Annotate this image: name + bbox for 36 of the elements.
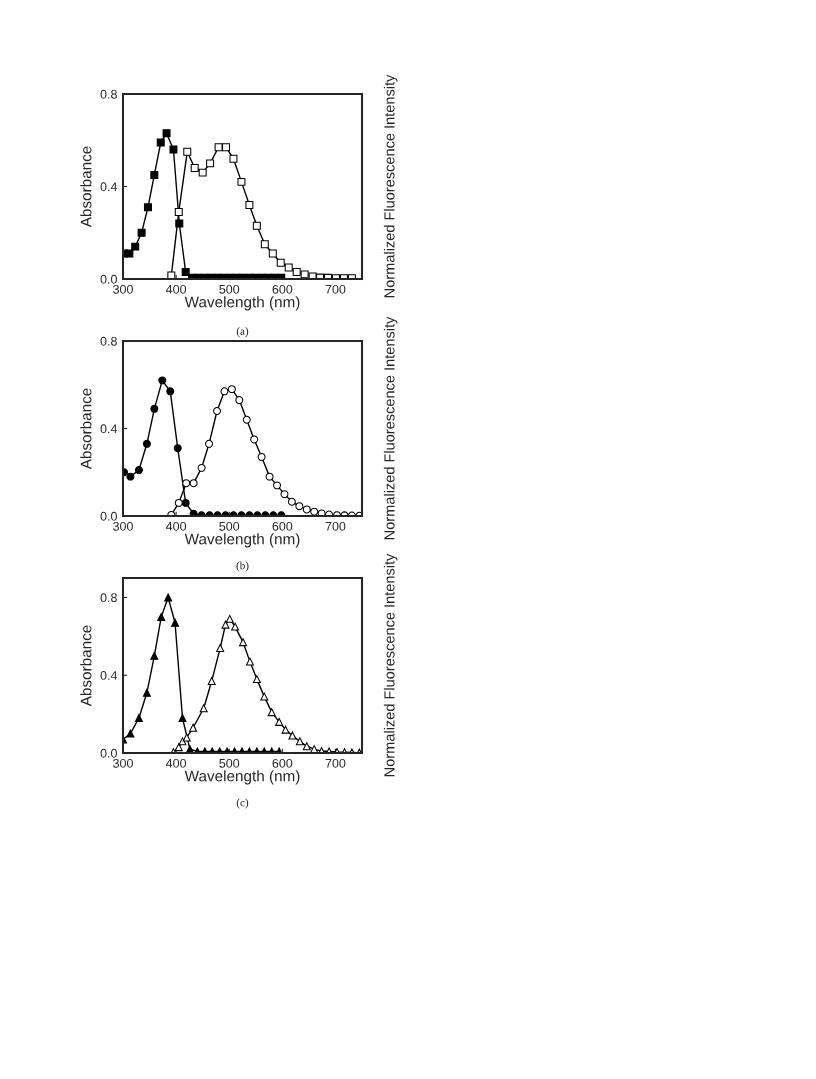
x-tick-label: 600 xyxy=(272,521,293,531)
y2-axis-title: Normalized Fluorescence Intensity xyxy=(383,74,398,298)
x-tick-label: 700 xyxy=(325,521,346,531)
y-tick-label: 0.0 xyxy=(100,748,117,758)
y2-axis-title: Normalized Fluorescence Intensity xyxy=(383,316,398,540)
y-tick-label: 0.0 xyxy=(100,274,117,284)
y-axis-title: Absorbance xyxy=(80,146,92,228)
y-axis-title: Absorbance xyxy=(80,388,92,470)
x-tick-label: 400 xyxy=(165,284,187,294)
x-tick-label: 500 xyxy=(219,284,240,294)
x-tick-label: 300 xyxy=(113,521,133,531)
y-tick-label: 0.4 xyxy=(100,671,118,680)
y-tick-label: 0.4 xyxy=(100,424,118,434)
text: (c) xyxy=(236,798,249,809)
x-tick-label: 500 xyxy=(219,521,240,531)
text: (a) xyxy=(236,327,249,338)
x-tick-label: 300 xyxy=(113,758,133,768)
y-tick-label: 0.8 xyxy=(100,336,117,346)
y2-axis-title: Normalized Fluorescence Intensity xyxy=(383,553,398,777)
text: (b) xyxy=(236,561,249,572)
x-tick-label: 700 xyxy=(325,758,346,768)
y-tick-label: 0.8 xyxy=(100,593,117,603)
x-tick-label: 600 xyxy=(272,758,293,768)
x-axis-title: Wavelength (nm) xyxy=(184,533,300,548)
x-tick-label: 700 xyxy=(325,284,346,294)
x-tick-label: 300 xyxy=(113,284,133,294)
y-tick-label: 0.0 xyxy=(100,511,117,521)
y-tick-label: 0.8 xyxy=(100,89,117,99)
x-tick-label: 400 xyxy=(165,521,187,531)
x-axis-title: Wavelength (nm) xyxy=(184,296,300,311)
x-tick-label: 400 xyxy=(165,758,187,768)
x-axis-title: Wavelength (nm) xyxy=(184,770,300,785)
y-tick-label: 0.4 xyxy=(100,182,118,192)
y-axis-title: Absorbance xyxy=(80,625,92,707)
x-tick-label: 600 xyxy=(272,284,293,294)
x-tick-label: 500 xyxy=(219,758,240,768)
